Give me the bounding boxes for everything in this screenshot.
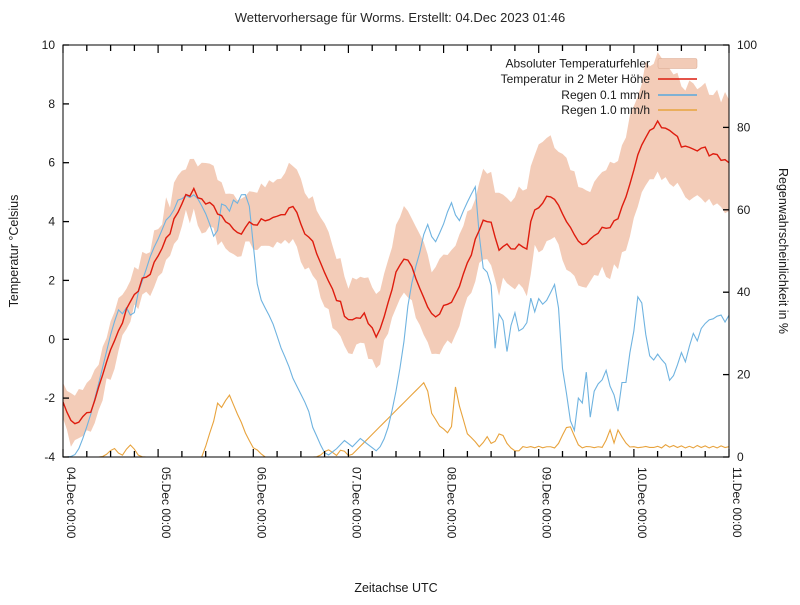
svg-text:Absoluter Temperaturfehler: Absoluter Temperaturfehler (505, 57, 650, 71)
svg-text:08.Dec 00:00: 08.Dec 00:00 (445, 467, 459, 539)
svg-text:20: 20 (737, 368, 751, 382)
svg-text:06.Dec 00:00: 06.Dec 00:00 (254, 467, 268, 539)
svg-text:Temperatur in 2 Meter Höhe: Temperatur in 2 Meter Höhe (501, 72, 651, 86)
svg-text:4: 4 (48, 215, 55, 229)
svg-text:-4: -4 (44, 450, 55, 464)
svg-text:11.Dec 00:00: 11.Dec 00:00 (730, 467, 744, 538)
svg-text:100: 100 (737, 38, 757, 52)
svg-text:Regen 1.0 mm/h: Regen 1.0 mm/h (561, 103, 650, 117)
svg-text:Regenwahrscheinlichkeit in %: Regenwahrscheinlichkeit in % (776, 168, 790, 334)
svg-text:40: 40 (737, 285, 751, 299)
svg-text:0: 0 (737, 450, 744, 464)
svg-text:6: 6 (48, 156, 55, 170)
svg-text:07.Dec 00:00: 07.Dec 00:00 (349, 467, 363, 539)
svg-text:Zeitachse UTC: Zeitachse UTC (354, 581, 437, 595)
svg-text:04.Dec 00:00: 04.Dec 00:00 (64, 467, 78, 539)
svg-text:8: 8 (48, 97, 55, 111)
svg-text:10: 10 (42, 38, 56, 52)
svg-text:09.Dec 00:00: 09.Dec 00:00 (540, 467, 554, 539)
svg-text:Temperatur °Celsius: Temperatur °Celsius (7, 195, 21, 308)
svg-text:05.Dec 00:00: 05.Dec 00:00 (159, 467, 173, 539)
svg-text:10.Dec 00:00: 10.Dec 00:00 (635, 467, 649, 539)
svg-text:0: 0 (48, 332, 55, 346)
svg-text:60: 60 (737, 203, 751, 217)
svg-text:Regen 0.1 mm/h: Regen 0.1 mm/h (561, 88, 650, 102)
svg-text:80: 80 (737, 120, 751, 134)
svg-text:2: 2 (48, 273, 55, 287)
svg-text:Wettervorhersage für Worms. Er: Wettervorhersage für Worms. Erstellt: 04… (235, 10, 565, 25)
svg-text:-2: -2 (44, 391, 55, 405)
